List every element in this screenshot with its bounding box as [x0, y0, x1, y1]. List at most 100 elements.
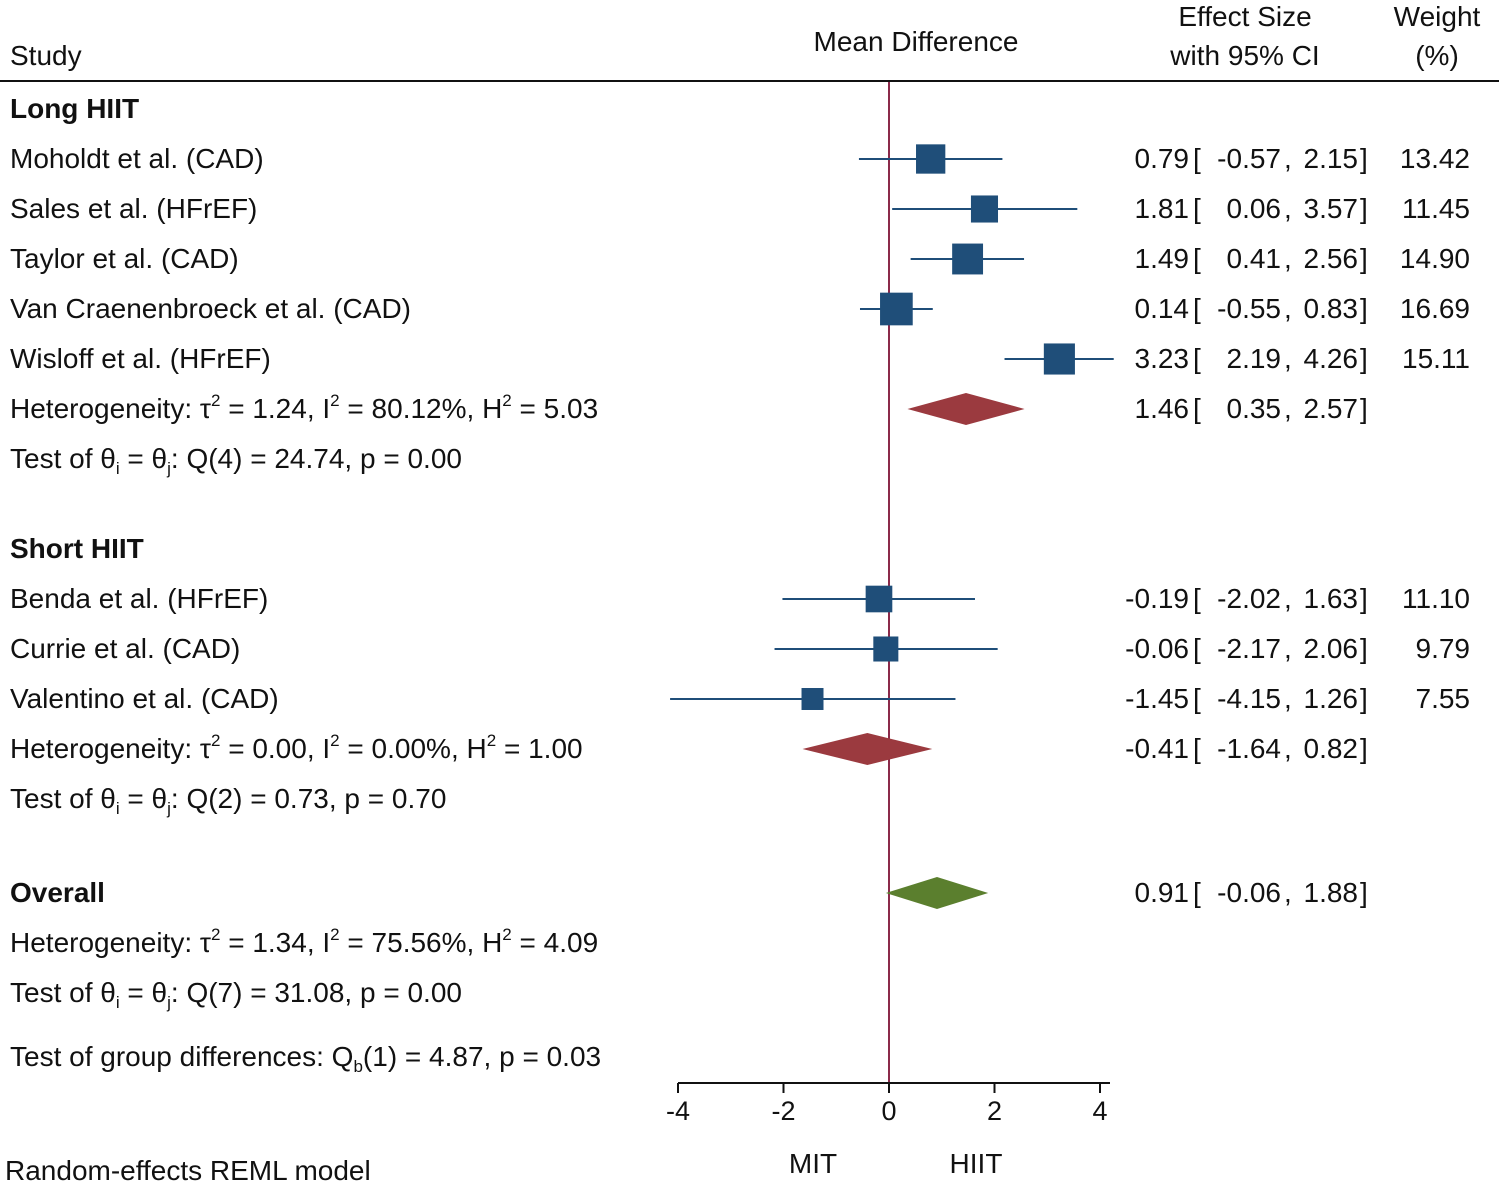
subgroup-pooled-1-ci-low: -1.64	[1217, 733, 1281, 764]
study-ci-low: -2.02	[1217, 583, 1281, 614]
study-es: 3.23	[1135, 343, 1190, 374]
group-heterogeneity-0: Heterogeneity: τ2 = 1.24, I2 = 80.12%, H…	[10, 391, 598, 424]
group-test-0: Test of θi = θj: Q(4) = 24.74, p = 0.00	[10, 443, 462, 478]
study-marker	[801, 688, 824, 710]
study-label: Wisloff et al. (HFrEF)	[10, 343, 271, 374]
study-label: Sales et al. (HFrEF)	[10, 193, 257, 224]
study-es: 0.79	[1135, 143, 1190, 174]
study-ci-open: [	[1193, 293, 1201, 324]
study-es: 0.14	[1135, 293, 1190, 324]
study-weight: 16.69	[1400, 293, 1470, 324]
model-note: Random-effects REML model	[5, 1155, 371, 1186]
study-label: Taylor et al. (CAD)	[10, 243, 239, 274]
study-marker	[952, 243, 984, 275]
study-ci-comma: ,	[1284, 683, 1292, 714]
study-weight: 7.55	[1416, 683, 1471, 714]
study-label: Valentino et al. (CAD)	[10, 683, 279, 714]
study-ci-open: [	[1193, 243, 1201, 274]
study-ci-open: [	[1193, 143, 1201, 174]
study-es: -1.45	[1125, 683, 1189, 714]
subgroup-pooled-0-ci-comma: ,	[1284, 393, 1292, 424]
overall-test: Test of θi = θj: Q(7) = 31.08, p = 0.00	[10, 977, 462, 1012]
study-ci-high: 0.83	[1304, 293, 1359, 324]
x-tick-label: 0	[881, 1096, 896, 1126]
x-tick-label: 2	[987, 1096, 1002, 1126]
subgroup-pooled-0-ci-close: ]	[1360, 393, 1368, 424]
study-ci-open: [	[1193, 343, 1201, 374]
x-tick-label: 4	[1092, 1096, 1107, 1126]
subgroup-pooled-1-es: -0.41	[1125, 733, 1189, 764]
group-header-1: Short HIIT	[10, 533, 144, 564]
x-tick-label: -4	[666, 1096, 690, 1126]
group-differences-test: Test of group differences: Qb(1) = 4.87,…	[10, 1041, 601, 1076]
overall-pooled-diamond	[885, 877, 989, 909]
study-es: 1.49	[1135, 243, 1190, 274]
study-ci-comma: ,	[1284, 583, 1292, 614]
study-ci-close: ]	[1360, 143, 1368, 174]
overall-pooled-ci-high: 1.88	[1304, 877, 1359, 908]
x-axis: -4 -2 0 2 4	[666, 1082, 1110, 1126]
study-es: -0.06	[1125, 633, 1189, 664]
study-ci-comma: ,	[1284, 633, 1292, 664]
subgroup-pooled-1-ci-close: ]	[1360, 733, 1368, 764]
subgroup-pooled-diamond-1	[802, 733, 933, 765]
subgroup-pooled-1-ci-comma: ,	[1284, 733, 1292, 764]
group-test-1: Test of θi = θj: Q(2) = 0.73, p = 0.70	[10, 783, 446, 818]
study-ci-high: 2.15	[1304, 143, 1359, 174]
favors-right-label: HIIT	[950, 1148, 1003, 1179]
study-ci-high: 3.57	[1304, 193, 1359, 224]
effect-size-header-line1: Effect Size	[1178, 1, 1311, 32]
subgroup-pooled-0-es: 1.46	[1135, 393, 1190, 424]
study-ci-high: 1.26	[1304, 683, 1359, 714]
subgroup-pooled-1-ci-open: [	[1193, 733, 1201, 764]
study-ci-open: [	[1193, 683, 1201, 714]
study-es: -0.19	[1125, 583, 1189, 614]
study-marker	[865, 585, 893, 613]
study-column-header: Study	[10, 40, 82, 71]
study-weight: 11.45	[1402, 193, 1470, 224]
group-header-0: Long HIIT	[10, 93, 139, 124]
study-ci-low: 2.19	[1227, 343, 1282, 374]
overall-header: Overall	[10, 877, 105, 908]
study-ci-low: -0.55	[1217, 293, 1281, 324]
study-ci-low: 0.41	[1227, 243, 1282, 274]
overall-pooled-ci-low: -0.06	[1217, 877, 1281, 908]
study-label: Currie et al. (CAD)	[10, 633, 240, 664]
weight-header-line2: (%)	[1415, 40, 1459, 71]
study-ci-close: ]	[1360, 683, 1368, 714]
study-ci-close: ]	[1360, 583, 1368, 614]
weight-header-line1: Weight	[1394, 1, 1481, 32]
overall-pooled-ci-close: ]	[1360, 877, 1368, 908]
overall-pooled-es: 0.91	[1135, 877, 1190, 908]
x-tick-label: -2	[771, 1096, 795, 1126]
study-weight: 13.42	[1400, 143, 1470, 174]
study-weight: 9.79	[1416, 633, 1471, 664]
mean-difference-header: Mean Difference	[814, 26, 1019, 57]
study-marker	[916, 144, 946, 174]
study-ci-low: 0.06	[1227, 193, 1282, 224]
study-ci-close: ]	[1360, 293, 1368, 324]
study-ci-close: ]	[1360, 633, 1368, 664]
study-marker	[1043, 343, 1075, 375]
overall-pooled-ci-open: [	[1193, 877, 1201, 908]
study-marker	[880, 292, 913, 326]
study-ci-open: [	[1193, 583, 1201, 614]
subgroup-pooled-1-ci-high: 0.82	[1304, 733, 1359, 764]
subgroup-pooled-0-ci-high: 2.57	[1304, 393, 1359, 424]
study-weight: 15.11	[1402, 343, 1470, 374]
overall-heterogeneity: Heterogeneity: τ2 = 1.34, I2 = 75.56%, H…	[10, 925, 598, 958]
study-es: 1.81	[1135, 193, 1190, 224]
study-ci-high: 1.63	[1304, 583, 1359, 614]
study-marker	[970, 195, 999, 223]
study-ci-comma: ,	[1284, 143, 1292, 174]
favors-left-label: MIT	[789, 1148, 837, 1179]
study-ci-high: 2.56	[1304, 243, 1359, 274]
study-ci-comma: ,	[1284, 193, 1292, 224]
study-ci-comma: ,	[1284, 343, 1292, 374]
study-ci-close: ]	[1360, 343, 1368, 374]
group-heterogeneity-1: Heterogeneity: τ2 = 0.00, I2 = 0.00%, H2…	[10, 731, 583, 764]
study-weight: 14.90	[1400, 243, 1470, 274]
study-ci-open: [	[1193, 633, 1201, 664]
study-ci-open: [	[1193, 193, 1201, 224]
